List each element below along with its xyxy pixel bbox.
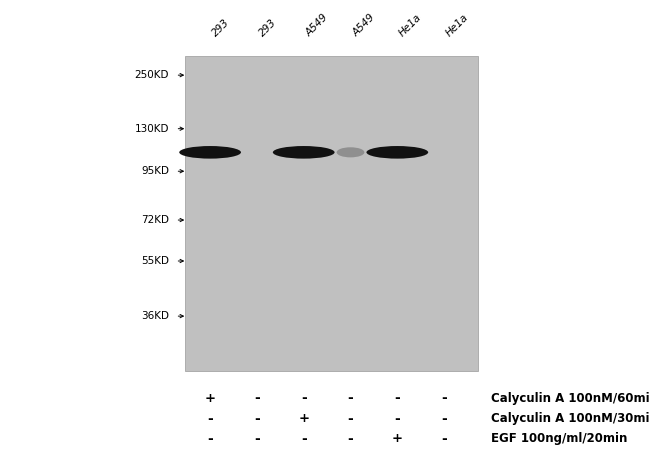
Text: +: + — [205, 392, 216, 405]
Text: A549: A549 — [304, 12, 330, 38]
Text: -: - — [441, 391, 447, 405]
Text: 293: 293 — [210, 17, 231, 38]
Ellipse shape — [367, 146, 428, 159]
Text: 250KD: 250KD — [135, 70, 169, 80]
Text: -: - — [301, 432, 307, 446]
Text: -: - — [348, 391, 354, 405]
Text: 72KD: 72KD — [141, 215, 169, 225]
Text: 95KD: 95KD — [141, 166, 169, 176]
Text: -: - — [254, 432, 260, 446]
Text: -: - — [348, 432, 354, 446]
Text: -: - — [395, 391, 400, 405]
Text: He1a: He1a — [444, 12, 471, 38]
Text: 55KD: 55KD — [141, 256, 169, 266]
Text: 36KD: 36KD — [141, 311, 169, 321]
Ellipse shape — [273, 146, 335, 159]
Text: +: + — [392, 432, 403, 445]
Text: -: - — [301, 391, 307, 405]
Text: -: - — [254, 411, 260, 426]
Text: 293: 293 — [257, 17, 278, 38]
Bar — [185, 56, 478, 371]
Text: -: - — [254, 391, 260, 405]
Ellipse shape — [179, 146, 241, 159]
Text: A549: A549 — [350, 12, 377, 38]
Text: -: - — [441, 432, 447, 446]
Text: -: - — [207, 411, 213, 426]
Text: Calyculin A 100nM/30min: Calyculin A 100nM/30min — [491, 412, 650, 425]
Text: -: - — [441, 411, 447, 426]
Text: -: - — [207, 432, 213, 446]
Text: -: - — [348, 411, 354, 426]
Text: 130KD: 130KD — [135, 124, 169, 134]
Text: +: + — [298, 412, 309, 425]
Text: He1a: He1a — [397, 12, 424, 38]
Text: EGF 100ng/ml/20min: EGF 100ng/ml/20min — [491, 432, 627, 445]
Text: -: - — [395, 411, 400, 426]
Text: Calyculin A 100nM/60min: Calyculin A 100nM/60min — [491, 392, 650, 405]
Ellipse shape — [337, 147, 365, 158]
